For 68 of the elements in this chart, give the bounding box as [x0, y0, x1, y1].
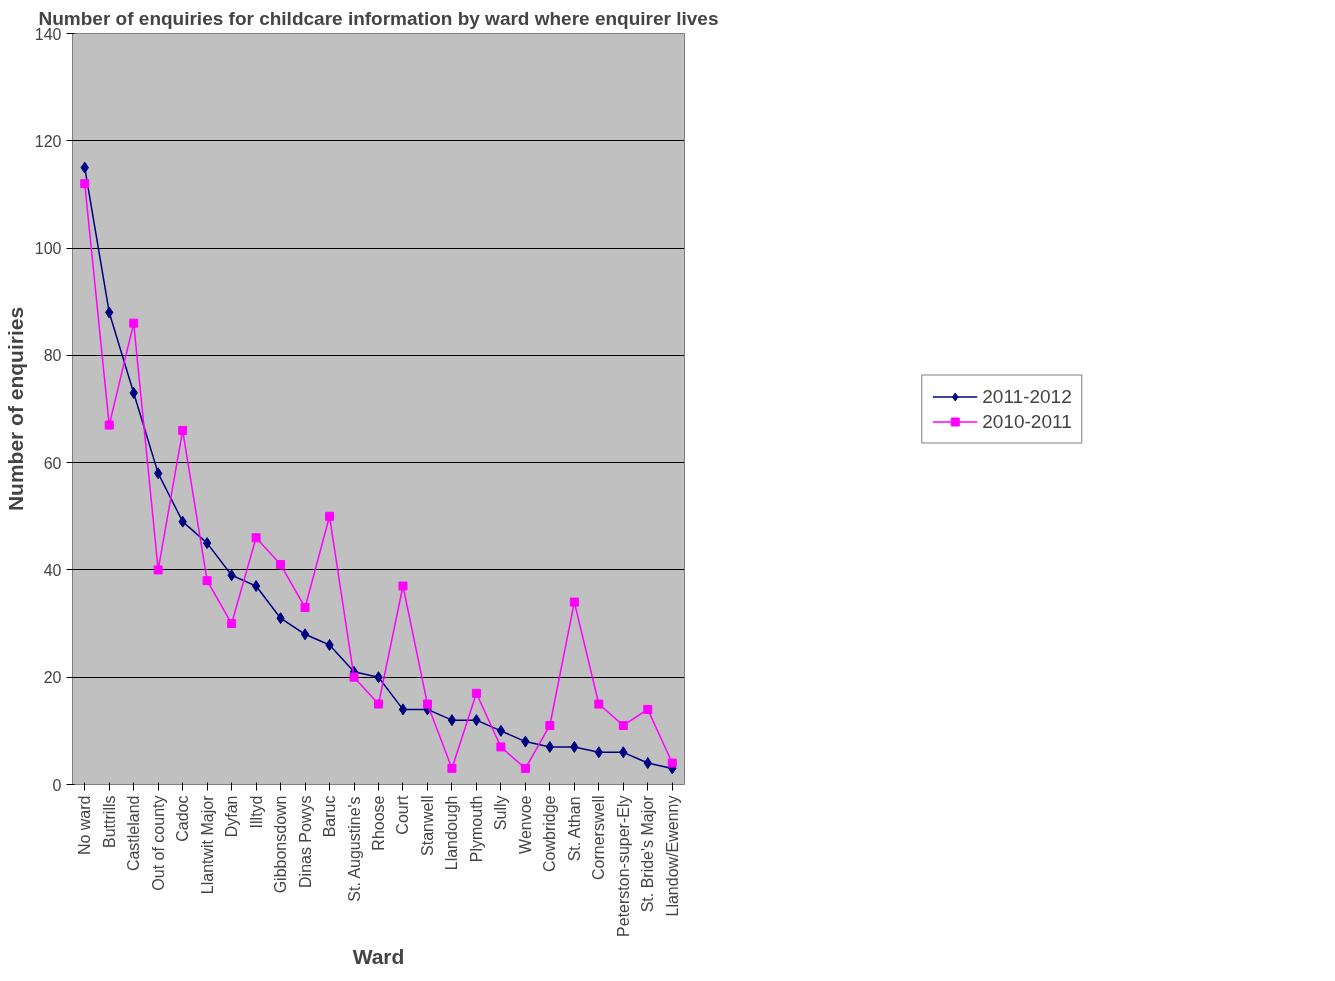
point [80, 179, 90, 189]
point [153, 565, 163, 575]
point [496, 724, 506, 737]
point [276, 560, 286, 570]
point [447, 714, 457, 727]
x-tick-label: Llandow/Ewenny [663, 795, 681, 917]
y-tick-label: 40 [43, 561, 62, 579]
point [178, 425, 188, 435]
legend-label: 2011-2012 [982, 385, 1072, 407]
x-tick-label: Dinas Powys [296, 795, 314, 888]
point [471, 688, 481, 698]
x-tick-label: Out of county [149, 795, 167, 891]
x-tick-label: Court [394, 794, 412, 835]
x-tick-label: Sully [492, 795, 510, 831]
y-tick-label: 80 [43, 347, 62, 365]
point [422, 699, 432, 709]
point [349, 672, 359, 682]
x-tick-label: Cadoc [174, 795, 192, 842]
point [374, 699, 383, 709]
point [520, 763, 530, 773]
point [447, 763, 457, 773]
y-tick-label: 100 [34, 240, 62, 258]
x-tick-label: Castleland [125, 795, 143, 872]
point [398, 581, 408, 591]
point [104, 420, 114, 430]
y-tick-label: 20 [43, 669, 62, 687]
point [594, 699, 604, 709]
x-tick-label: Llantwit Major [198, 794, 216, 895]
point [398, 703, 408, 716]
point [251, 580, 261, 593]
point [496, 742, 506, 752]
y-tick-label: 0 [52, 776, 62, 794]
point [545, 740, 555, 753]
x-tick-label: Llandough [443, 795, 461, 871]
point [545, 720, 555, 730]
y-tick-label: 60 [43, 454, 62, 472]
x-tick-label: Baruc [321, 795, 339, 838]
x-tick-label: No ward [76, 795, 94, 856]
y-axis-title: Number of enquiries [3, 306, 27, 512]
x-tick-label: Gibbonsdown [272, 795, 290, 894]
point [667, 758, 677, 768]
x-tick-label: Illtyd [247, 795, 265, 829]
point [227, 619, 237, 629]
x-axis-title: Ward [352, 944, 405, 968]
x-tick-label: Peterston-super-Ely [614, 795, 632, 937]
point [300, 628, 310, 641]
point [202, 576, 212, 586]
point [325, 511, 335, 521]
x-tick-label: Dyfan [223, 795, 241, 838]
point [300, 602, 310, 612]
point [202, 537, 212, 550]
x-tick-label: Plymouth [467, 795, 485, 863]
x-tick-label: St. Bride's Major [639, 794, 657, 913]
point [569, 597, 579, 607]
x-tick-label: Wenvoe [516, 795, 534, 854]
x-tick-label: Cowbridge [541, 795, 559, 872]
point [129, 318, 139, 328]
point [618, 720, 628, 730]
point [643, 704, 653, 714]
x-tick-label: Stanwell [418, 795, 436, 856]
x-tick-label: St. Augustine's [345, 796, 363, 902]
x-tick-label: Buttrills [100, 795, 118, 848]
point [251, 533, 261, 543]
y-tick-label: 120 [34, 132, 62, 150]
legend-label: 2010-2011 [982, 410, 1072, 432]
x-tick-label: St. Athan [565, 796, 583, 862]
x-tick-label: Cornerswell [590, 795, 608, 880]
x-tick-label: Rhoose [370, 795, 387, 851]
